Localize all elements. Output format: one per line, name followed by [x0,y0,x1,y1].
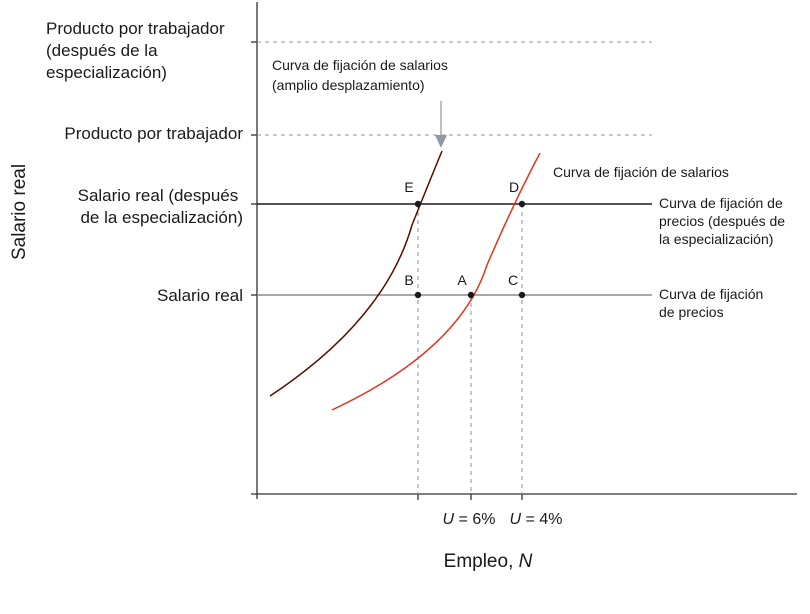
y-level-prod-after: Producto por trabajador (después de la e… [46,19,229,82]
x-tick-label-u6: U = 6% [443,511,496,528]
y-axis-title: Salario real [9,164,30,260]
point-a-label: A [457,272,467,288]
shifted-wage-setting-curve [269,150,443,397]
point-c-marker [518,291,526,299]
price-after-curve-label: Curva de fijación de precios (después de… [659,195,789,247]
y-level-prod: Producto por trabajador [64,124,243,143]
point-e-label: E [404,179,413,195]
point-d-marker [518,200,526,208]
wage-setting-curve [331,152,541,411]
shifted-wage-curve-label: Curva de fijación de salarios (amplio de… [272,57,452,93]
y-level-wage: Salario real [157,286,243,305]
point-d-label: D [509,179,519,195]
x-tick-label-u4: U = 4% [510,511,563,528]
wage-curve-label: Curva de fijación de salarios [553,164,729,180]
price-curve-label: Curva de fijación de precios [659,286,767,320]
point-e-marker [414,200,422,208]
point-a-marker [467,291,475,299]
annotation-arrowhead [435,135,447,148]
y-level-wage-after: Salario real (después de la especializac… [78,186,243,227]
point-b-marker [414,291,422,299]
x-axis-title: Empleo, N [444,551,533,572]
point-c-label: C [508,272,518,288]
point-b-label: B [404,272,413,288]
